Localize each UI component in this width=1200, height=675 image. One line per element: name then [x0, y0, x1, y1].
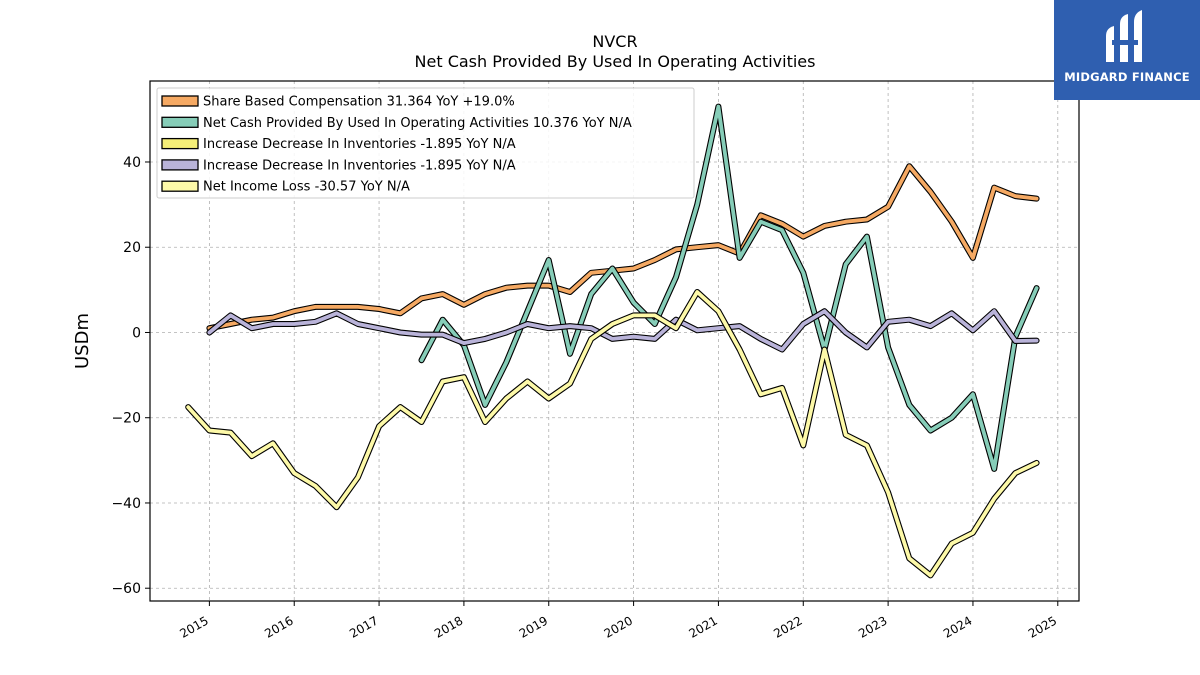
legend-label-2: Increase Decrease In Inventories -1.895 …: [203, 137, 516, 152]
legend-swatch-0: [161, 95, 199, 107]
brand-name: MIDGARD FINANCE: [1064, 70, 1190, 84]
x-tick-label: 2025: [1026, 613, 1059, 640]
x-tick-label: 2021: [686, 613, 719, 640]
legend: Share Based Compensation 31.364 YoY +19.…: [156, 87, 695, 199]
brand-logo: MIDGARD FINANCE: [1054, 0, 1200, 100]
legend-label-0: Share Based Compensation 31.364 YoY +19.…: [203, 95, 515, 110]
series-lines: [185, 103, 1040, 579]
y-axis-label: USDm: [72, 313, 93, 369]
x-tick-label: 2023: [856, 613, 889, 640]
legend-label-3: Increase Decrease In Inventories -1.895 …: [203, 158, 516, 173]
series-line-3: [207, 309, 1039, 352]
x-tick-label: 2024: [941, 613, 974, 640]
x-tick-label: 2017: [347, 613, 380, 640]
midgard-mi-logo-icon: [1106, 10, 1142, 62]
legend-label-1: Net Cash Provided By Used In Operating A…: [203, 116, 632, 131]
x-tick-label: 2019: [517, 613, 550, 640]
y-tick-label: −60: [111, 581, 141, 597]
x-tick-label: 2015: [177, 613, 210, 640]
y-tick-label: −20: [111, 411, 141, 427]
legend-label-4: Net Income Loss -30.57 YoY N/A: [203, 180, 410, 195]
y-tick-label: −40: [111, 496, 141, 512]
y-tick-label: 0: [132, 325, 141, 341]
legend-swatch-1: [161, 116, 199, 128]
series-line-1: [419, 104, 1039, 471]
x-tick-label: 2022: [771, 613, 804, 640]
y-tick-label: 40: [123, 155, 141, 171]
x-tick-label: 2020: [602, 613, 635, 640]
y-tick-label: 20: [123, 240, 141, 256]
series-line-4: [186, 290, 1039, 578]
legend-swatch-4: [161, 180, 199, 192]
legend-swatch-3: [161, 159, 199, 171]
series-line-0: [207, 164, 1039, 331]
chart-title: NVCR: [592, 32, 637, 51]
plot-area-frame: [149, 80, 1080, 602]
series-line-outline-4: [185, 289, 1040, 579]
x-tick-label: 2018: [432, 613, 465, 640]
legend-swatch-2: [161, 137, 199, 150]
x-tick-label: 2016: [262, 613, 295, 640]
chart-subtitle: Net Cash Provided By Used In Operating A…: [415, 52, 816, 71]
legend-box: [156, 87, 695, 199]
